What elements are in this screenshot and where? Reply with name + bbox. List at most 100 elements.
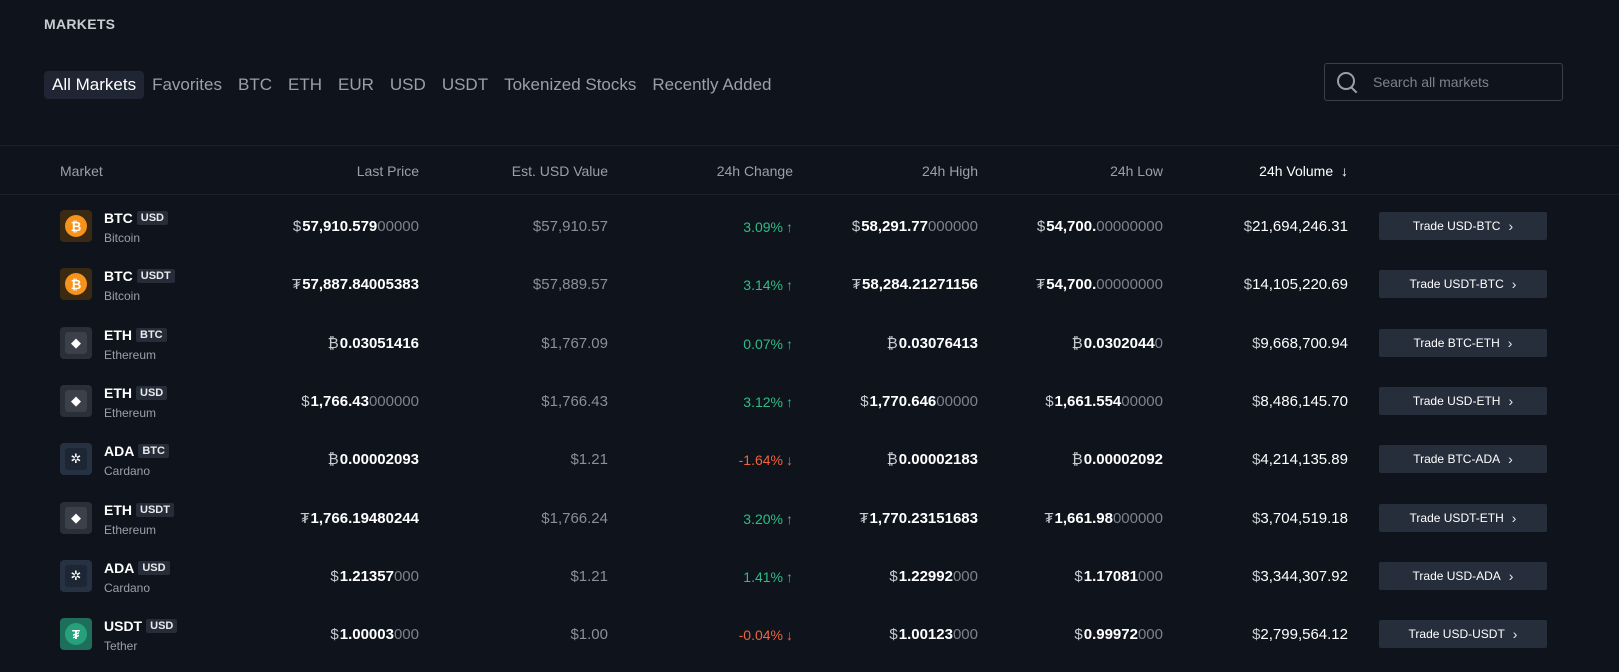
value-main: 9,668,700.94	[1260, 334, 1348, 352]
market-symbol: ETH BTC	[104, 327, 167, 343]
currency-symbol: $	[1036, 218, 1046, 235]
currency-symbol: $	[301, 392, 310, 410]
trade-button[interactable]: Trade USD-BTC ›	[1379, 212, 1547, 240]
usd-value: $1.21	[570, 567, 608, 585]
coin-name: Ethereum	[104, 347, 157, 362]
trade-button[interactable]: Trade USDT-ETH ›	[1379, 503, 1547, 532]
24h-change: 3.20% ↑	[743, 511, 793, 527]
value-main: 0.00002093	[339, 451, 419, 469]
tab-usdt[interactable]: USDT	[441, 75, 489, 94]
table-row[interactable]: ₿ BTC USDT Bitcoin ₮57,887.84005383 $57,889.5…	[0, 254, 1619, 314]
tab-btc[interactable]: BTC	[238, 75, 272, 94]
currency-symbol: $	[851, 218, 861, 235]
value-main: 0.00002092	[1083, 451, 1163, 469]
value-main: 21,694,246.31	[1252, 218, 1348, 235]
change-value: -0.04%	[738, 627, 783, 644]
usd-value: $57,910.57	[532, 218, 608, 235]
table-row[interactable]: ◆ ETH USD Ethereum $1,766.43000000 $1,766.43 3…	[0, 371, 1619, 431]
trade-button[interactable]: Trade BTC-ADA ›	[1379, 445, 1547, 474]
currency-symbol: ₿	[1071, 334, 1083, 352]
table-row[interactable]: ✲ ADA BTC Cardano ₿0.00002093 $1.21 -1.64% ↓ ₿0.…	[0, 429, 1619, 489]
change-value: 3.14%	[743, 277, 783, 294]
column-24h-volume[interactable]: 24h Volume ↓	[1259, 163, 1348, 179]
quote-badge: BTC	[136, 327, 167, 342]
last-price: ₿0.00002093	[328, 451, 419, 468]
chevron-right-icon: ›	[1511, 509, 1517, 526]
column-24h-low[interactable]: 24h Low	[1110, 163, 1163, 179]
trade-button[interactable]: Trade USDT-BTC ›	[1379, 270, 1547, 299]
column-market[interactable]: Market	[60, 163, 103, 179]
arrow-up-icon: ↑	[786, 335, 793, 352]
column-24h-high[interactable]: 24h High	[921, 163, 978, 179]
value-main: 1.00123	[898, 626, 953, 644]
value-padding: 000	[1137, 626, 1163, 644]
quote-badge: USD	[136, 385, 168, 400]
tab-all-markets[interactable]: All Markets	[44, 71, 145, 99]
coin-name: Cardano	[104, 464, 151, 479]
search-box[interactable]	[1324, 63, 1563, 101]
trade-button[interactable]: Trade BTC-ETH ›	[1379, 328, 1547, 357]
tab-recently-added[interactable]: Recently Added	[652, 75, 772, 94]
tab-tokenized-stocks[interactable]: Tokenized Stocks	[504, 75, 637, 94]
arrow-up-icon: ↑	[786, 277, 793, 294]
value-padding: 000	[393, 626, 419, 644]
usd-value: $1,766.43	[541, 392, 608, 410]
value-padding: 0	[1339, 392, 1348, 410]
last-price: $57,910.57900000	[293, 218, 419, 235]
tab-eur[interactable]: EUR	[338, 75, 374, 94]
last-price: $1.21357000	[330, 568, 419, 585]
currency-symbol: ₿	[1071, 451, 1083, 469]
currency-symbol: $	[1252, 567, 1261, 585]
value-main: 1,770.646	[869, 392, 937, 410]
currency-symbol: $	[1045, 392, 1054, 410]
column-24h-change[interactable]: 24h Change	[716, 163, 793, 179]
currency-symbol: ₿	[327, 334, 339, 352]
table-row[interactable]: ₮ USDT USD Tether $1.00003000 $1.00 -0.04% ↓ $1.…	[0, 604, 1619, 664]
value-padding: 000	[952, 567, 978, 585]
trade-button-label: Trade BTC-ETH	[1413, 335, 1500, 350]
table-row[interactable]: ◆ ETH BTC Ethereum ₿0.03051416 $1,767.09 0.07%…	[0, 313, 1619, 373]
24h-change: 0.07% ↑	[743, 336, 793, 352]
market-symbol: USDT USD	[104, 618, 178, 634]
value-main: 57,887.84005383	[302, 276, 419, 294]
quote-badge: BTC	[138, 444, 169, 459]
tab-eth[interactable]: ETH	[288, 75, 322, 94]
chevron-right-icon: ›	[1508, 218, 1514, 234]
value-main: 0.00002183	[898, 451, 978, 469]
arrow-down-icon: ↓	[786, 452, 793, 469]
table-row[interactable]: ✲ ADA USD Cardano $1.21357000 $1.21 1.41% ↑ $1.2…	[0, 546, 1619, 606]
search-input[interactable]	[1371, 73, 1555, 91]
arrow-down-icon: ↓	[1341, 163, 1348, 179]
arrow-up-icon: ↑	[786, 219, 793, 235]
currency-symbol: $	[292, 218, 302, 235]
tab-favorites[interactable]: Favorites	[152, 75, 222, 94]
table-row[interactable]: ◆ ETH USDT Ethereum ₮1,766.19480244 $1,766.24…	[0, 488, 1619, 548]
value-main: 58,284.21271156	[862, 276, 978, 294]
quote-badge: USDT	[136, 502, 174, 517]
tab-usd[interactable]: USD	[389, 75, 426, 94]
24h-high: $58,291.77000000	[852, 218, 978, 235]
value-main: 3,344,307.92	[1260, 567, 1348, 585]
column-last-price[interactable]: Last Price	[356, 163, 419, 179]
currency-symbol: ₮	[1044, 509, 1054, 527]
bitcoin-icon: ₿	[60, 268, 92, 301]
currency-symbol: ₿	[886, 334, 898, 352]
base-symbol: ETH	[104, 384, 132, 401]
value-padding: 000000	[1112, 509, 1163, 527]
value-main: 0.0302044	[1083, 334, 1155, 352]
base-symbol: ETH	[104, 326, 132, 343]
value-main: 1,770.23151683	[869, 509, 978, 527]
trade-button-label: Trade BTC-ADA	[1413, 452, 1501, 467]
chevron-right-icon: ›	[1507, 334, 1513, 351]
24h-volume: $4,214,135.89	[1252, 451, 1348, 468]
trade-button[interactable]: Trade USD-ETH ›	[1379, 386, 1547, 415]
trade-button[interactable]: Trade USD-ADA ›	[1379, 561, 1547, 590]
trade-button[interactable]: Trade USD-USDT ›	[1379, 620, 1547, 649]
24h-low: ₿0.00002092	[1072, 451, 1163, 468]
24h-change: 1.41% ↑	[743, 569, 793, 585]
column-usd-value[interactable]: Est. USD Value	[511, 163, 608, 179]
value-main: 3,704,519.18	[1260, 509, 1348, 527]
change-value: 3.20%	[743, 510, 783, 527]
coin-name: Tether	[104, 639, 138, 654]
table-row[interactable]: ₿ BTC USD Bitcoin $57,910.57900000 $57,910.57…	[0, 196, 1619, 256]
